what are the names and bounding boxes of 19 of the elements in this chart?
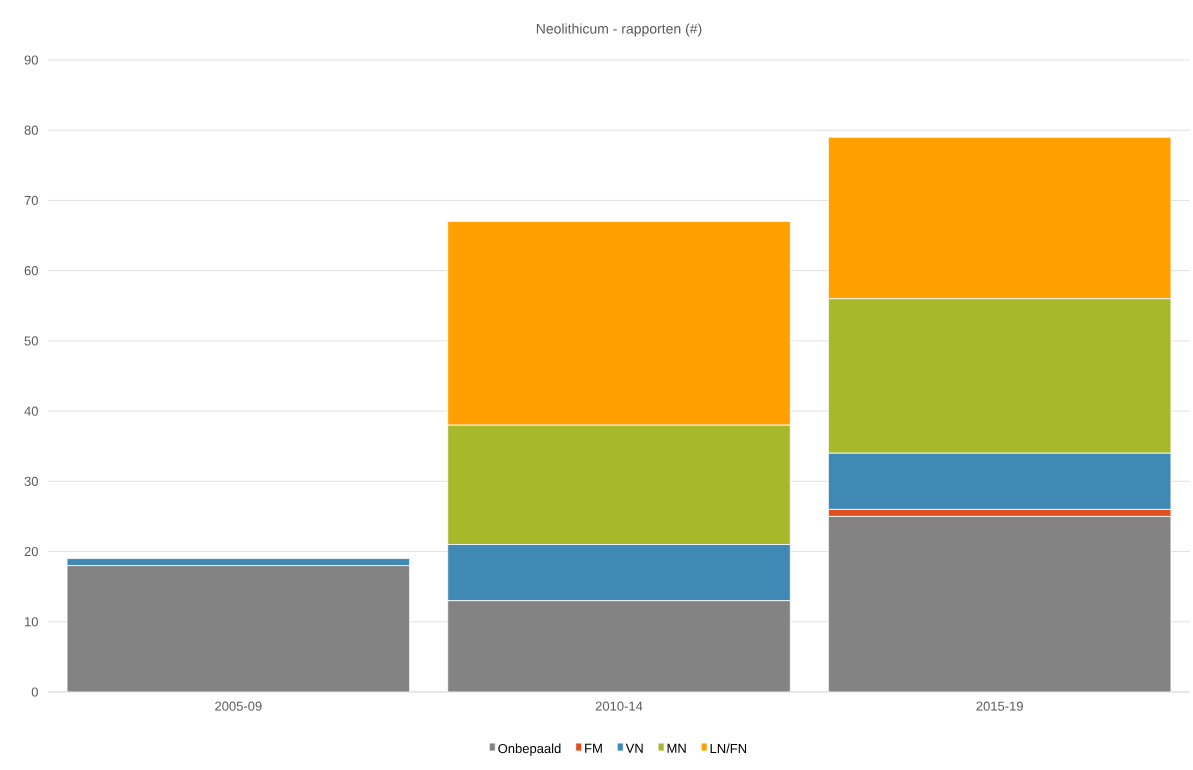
legend-label: MN	[667, 743, 686, 753]
legend-label: LN/FN	[710, 743, 747, 754]
chart-title: Neolithicum - rapporten (#)	[536, 23, 702, 37]
y-tick-label: 40	[24, 406, 38, 416]
y-tick-label: 60	[24, 266, 38, 276]
legend-label: FM	[585, 743, 602, 753]
y-tick-label: 90	[24, 55, 38, 65]
x-tick-label: 2015-19	[976, 701, 1023, 711]
y-tick-label: 80	[24, 125, 38, 135]
y-tick-label: 30	[24, 476, 38, 486]
y-tick-label: 0	[31, 687, 38, 697]
y-tick-label: 10	[25, 617, 38, 627]
y-tick-label: 70	[24, 195, 38, 206]
legend-label: VN	[625, 743, 643, 753]
y-tick-label: 50	[24, 336, 38, 346]
x-tick-label: 2005-09	[215, 701, 262, 711]
legend-label: Onbepaald	[498, 743, 561, 756]
y-tick-label: 20	[24, 546, 38, 557]
x-tick-label: 2010-14	[595, 701, 643, 711]
